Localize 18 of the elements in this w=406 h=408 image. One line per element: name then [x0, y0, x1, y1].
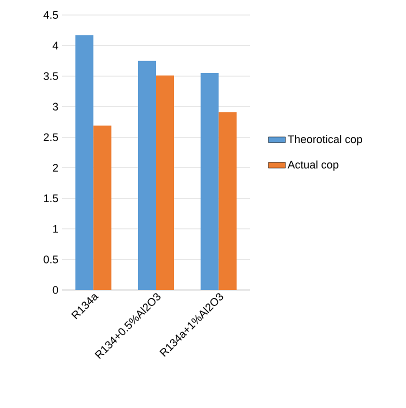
bar [75, 35, 94, 290]
y-tick-label: 3.5 [44, 72, 58, 80]
y-tick-label: 1.5 [44, 194, 58, 202]
bar [218, 112, 237, 290]
bar [138, 60, 156, 290]
y-tick-label: 0.5 [44, 256, 58, 264]
y-tick-label: 0 [52, 286, 58, 294]
y-tick-label: 2.5 [44, 133, 58, 142]
y-tick-label: 3 [52, 102, 58, 111]
legend-label: Actual cop [288, 160, 338, 171]
bar [93, 126, 112, 290]
bar [200, 73, 219, 290]
y-tick-label: 4.5 [43, 11, 58, 19]
y-tick-label: 2 [52, 164, 58, 172]
bar [156, 76, 174, 290]
y-tick-label: 1 [53, 225, 58, 233]
legend-label: Theorotical cop [288, 135, 362, 146]
y-tick-label: 4 [52, 42, 58, 50]
